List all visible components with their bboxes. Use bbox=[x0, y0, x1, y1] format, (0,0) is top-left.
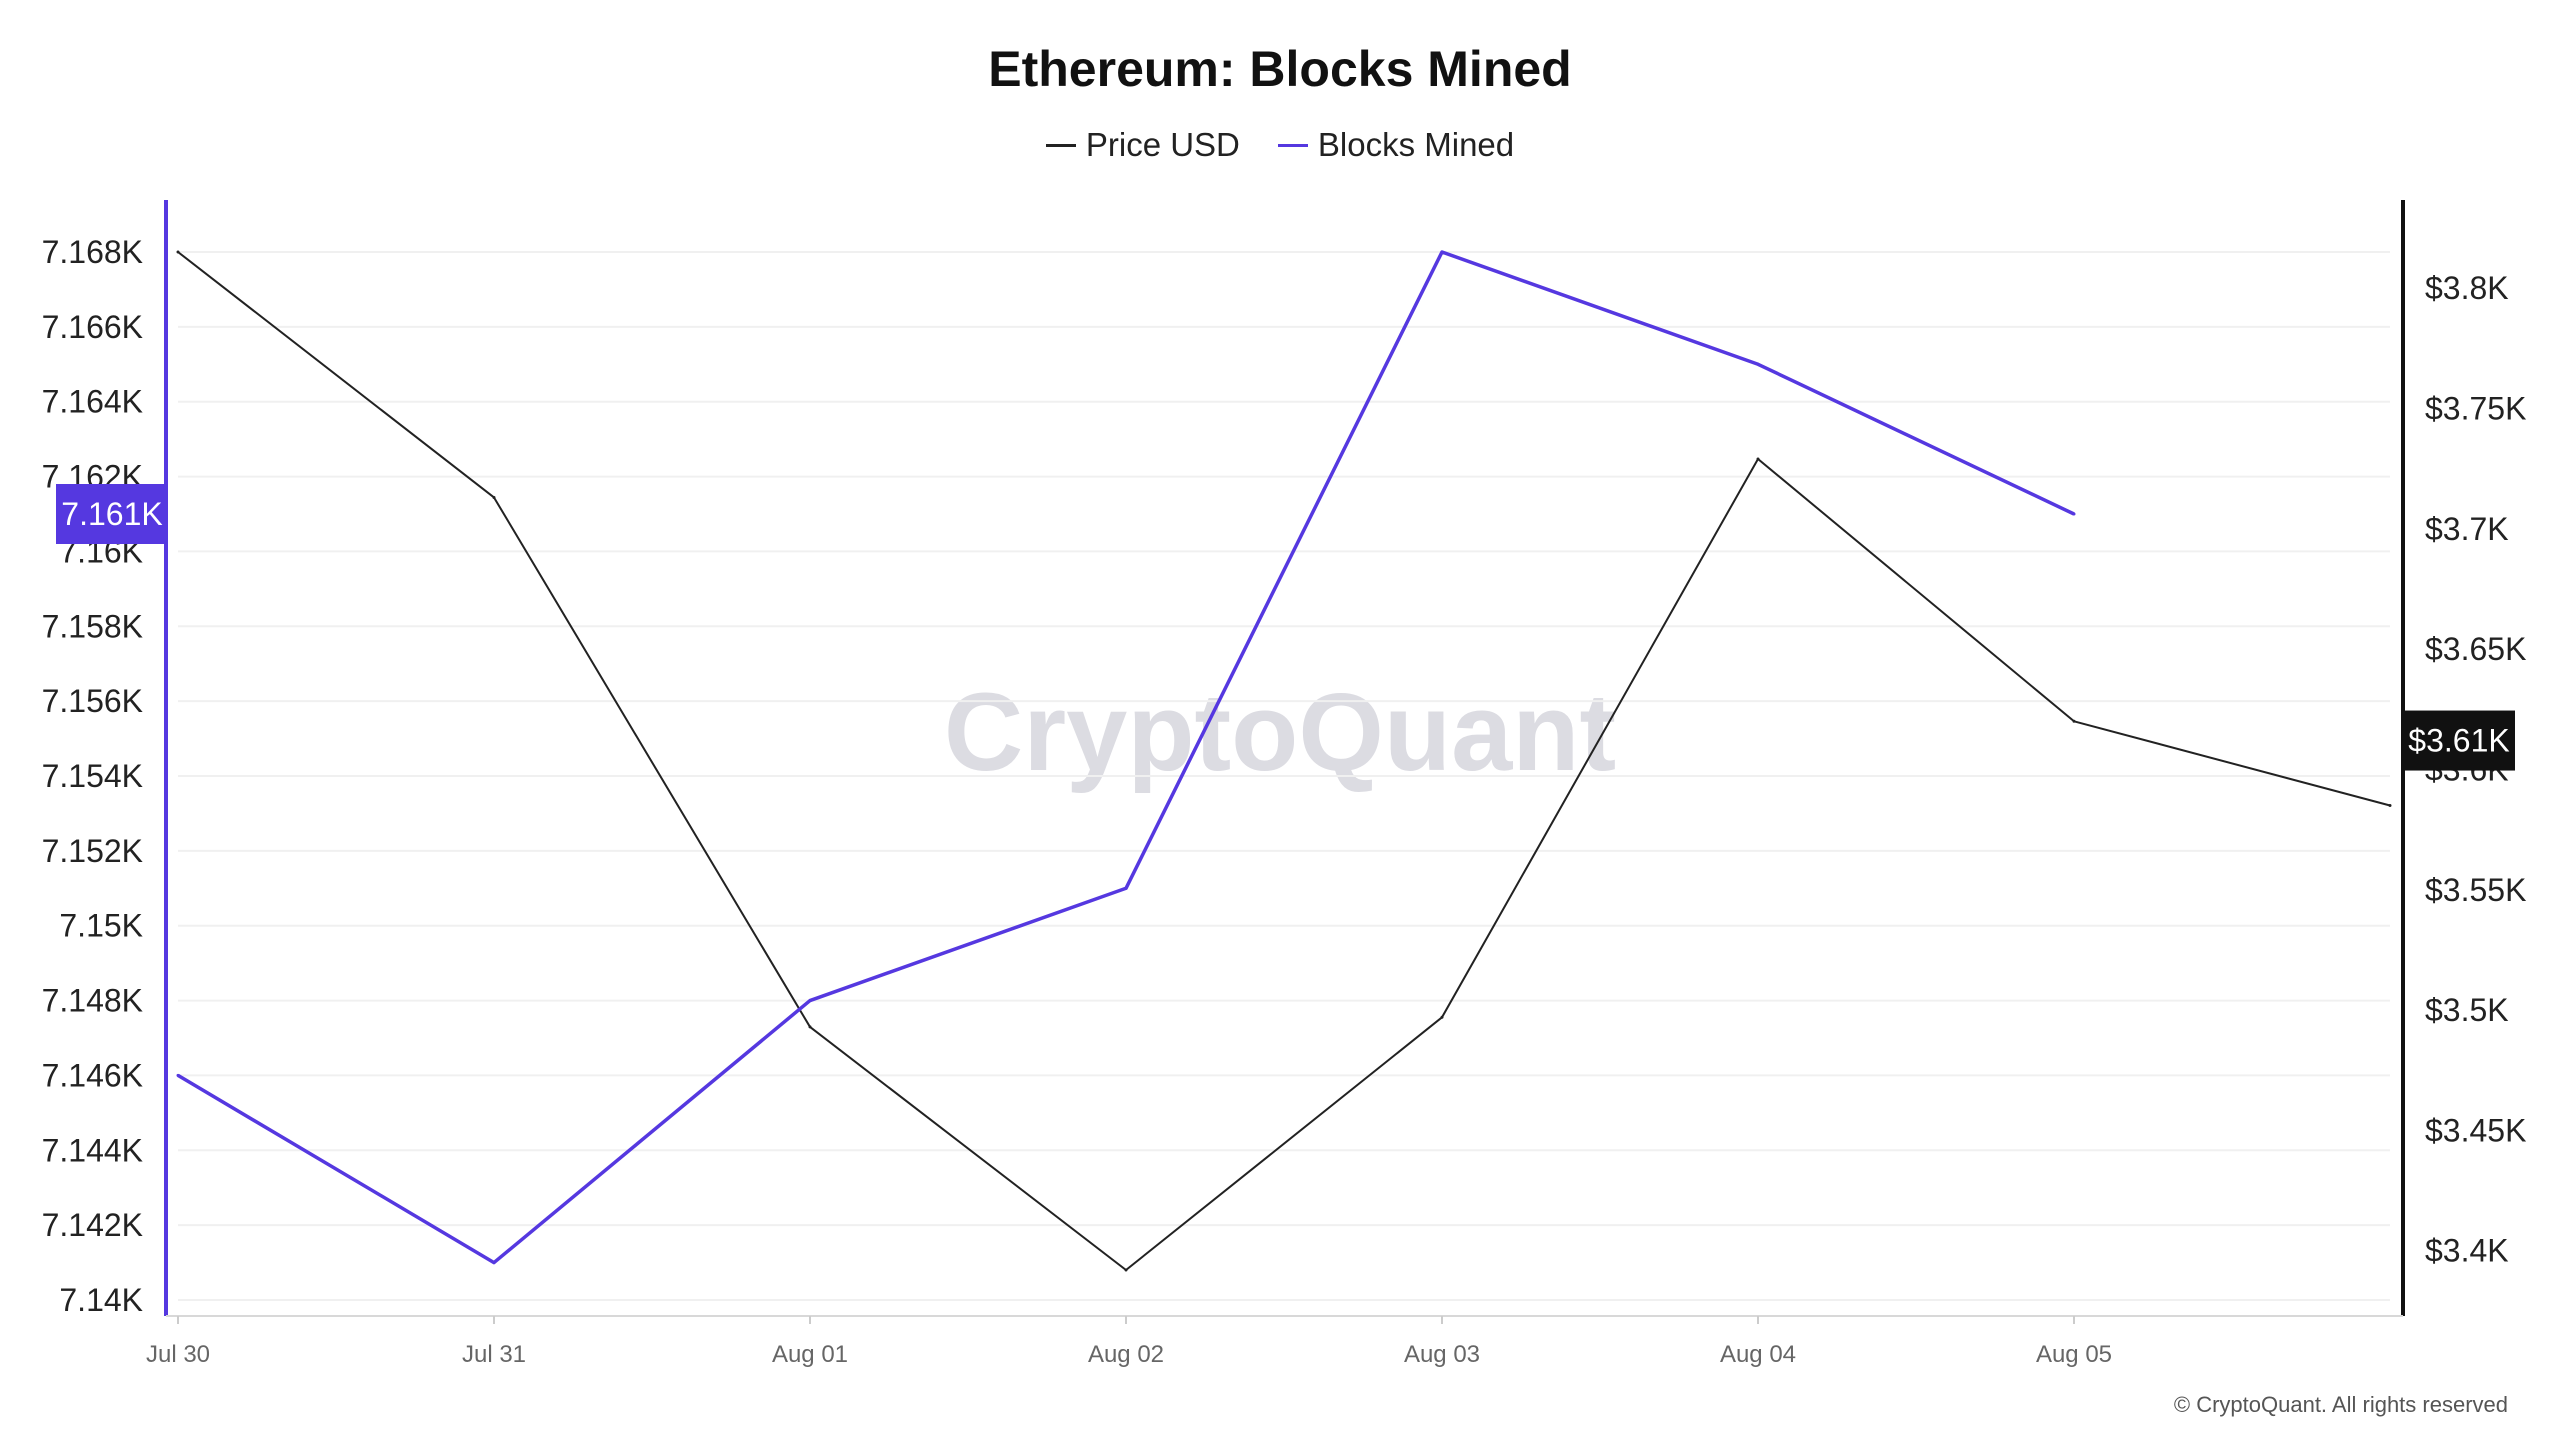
right-tick-label: $3.75K bbox=[2425, 390, 2526, 426]
blocks-mined-point bbox=[176, 1073, 180, 1077]
right-tick-label: $3.7K bbox=[2425, 511, 2509, 547]
legend-label-blocks: Blocks Mined bbox=[1317, 126, 1515, 163]
legend-item-price[interactable]: Price USD bbox=[1045, 126, 1240, 164]
left-tick-label: 7.154K bbox=[42, 758, 143, 794]
legend-item-blocks[interactable]: Blocks Mined bbox=[1277, 126, 1515, 164]
right-current-label: $3.61K bbox=[2408, 723, 2509, 759]
left-tick-label: 7.152K bbox=[42, 833, 143, 869]
price-usd-point bbox=[808, 1025, 812, 1029]
left-tick-label: 7.146K bbox=[42, 1057, 143, 1093]
left-current-badge bbox=[56, 484, 168, 544]
x-tick-label: Jul 31 bbox=[462, 1341, 526, 1368]
right-tick-label: $3.55K bbox=[2425, 872, 2526, 908]
blocks-mined-point bbox=[808, 999, 812, 1003]
price-usd-point bbox=[2388, 804, 2392, 808]
left-tick-label: 7.15K bbox=[59, 908, 143, 944]
right-tick-label: $3.65K bbox=[2425, 631, 2526, 667]
left-tick-label: 7.144K bbox=[42, 1132, 143, 1168]
blocks-mined-point bbox=[1440, 250, 1444, 254]
x-tick-label: Aug 02 bbox=[1088, 1341, 1164, 1368]
series-lines bbox=[176, 250, 2392, 1272]
right-tick-label: $3.5K bbox=[2425, 992, 2509, 1028]
price-usd-point bbox=[1440, 1015, 1444, 1019]
blocks-mined-point bbox=[1756, 362, 1760, 366]
price-usd-line bbox=[177, 251, 2391, 1271]
left-tick-label: 7.156K bbox=[42, 683, 143, 719]
right-tick-label: $3.8K bbox=[2425, 270, 2509, 306]
x-tick-label: Aug 04 bbox=[1720, 1341, 1796, 1368]
grid-lines bbox=[178, 251, 2390, 1301]
right-tick-label: $3.4K bbox=[2425, 1233, 2509, 1269]
right-tick-label: $3.45K bbox=[2425, 1112, 2526, 1148]
price-usd-point bbox=[2072, 719, 2076, 723]
legend-swatch-price bbox=[1045, 143, 1076, 147]
x-tick-label: Jul 30 bbox=[146, 1341, 210, 1368]
price-usd-point bbox=[176, 250, 180, 254]
left-tick-label: 7.166K bbox=[42, 309, 143, 345]
left-tick-label: 7.14K bbox=[59, 1282, 143, 1318]
x-tick-label: Aug 05 bbox=[2036, 1341, 2112, 1368]
chart-title: Ethereum: Blocks Mined bbox=[988, 41, 1572, 97]
left-current-label: 7.161K bbox=[61, 496, 162, 532]
tick-labels: 7.14K 7.142K 7.144K 7.146K 7.148K 7.15K 7.152K… bbox=[42, 234, 2527, 1368]
chart-legend: Price USD Blocks Mined bbox=[0, 126, 2560, 164]
price-usd-point bbox=[492, 495, 496, 499]
watermark: CryptoQuant bbox=[944, 671, 1616, 794]
blocks-mined-point bbox=[492, 1261, 496, 1265]
price-usd-point bbox=[1756, 457, 1760, 461]
left-tick-label: 7.142K bbox=[42, 1207, 143, 1243]
copyright-text: © CryptoQuant. All rights reserved bbox=[2173, 1392, 2508, 1417]
legend-label-price: Price USD bbox=[1085, 126, 1240, 163]
left-tick-label: 7.148K bbox=[42, 983, 143, 1019]
right-current-badge bbox=[2403, 710, 2515, 771]
legend-swatch-blocks bbox=[1277, 143, 1308, 147]
current-value-badges: 7.161K $3.61K bbox=[56, 484, 2515, 771]
price-usd-point bbox=[1124, 1268, 1128, 1272]
blocks-mined-point bbox=[2072, 512, 2076, 516]
x-tick-label: Aug 01 bbox=[772, 1341, 848, 1368]
left-tick-label: 7.164K bbox=[42, 384, 143, 420]
left-tick-label: 7.158K bbox=[42, 608, 143, 644]
x-tick-label: Aug 03 bbox=[1404, 1341, 1480, 1368]
blocks-mined-point bbox=[1124, 886, 1128, 890]
left-tick-label: 7.168K bbox=[42, 234, 143, 270]
